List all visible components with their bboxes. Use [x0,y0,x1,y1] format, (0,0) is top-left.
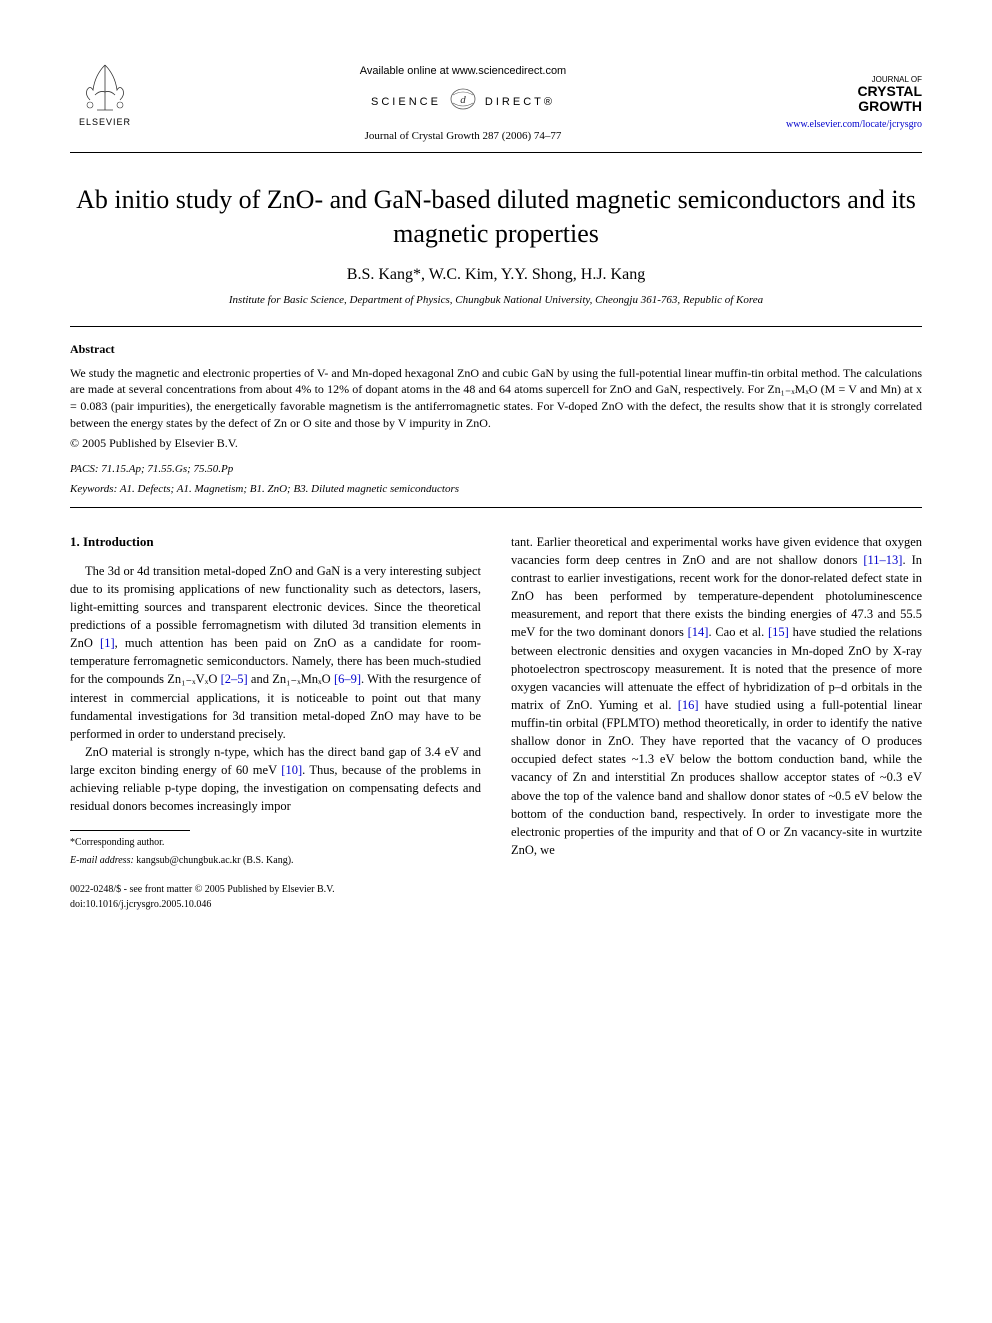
ref-link-15[interactable]: [15] [768,625,789,639]
affiliation: Institute for Basic Science, Department … [70,294,922,306]
right-column: tant. Earlier theoretical and experiment… [511,533,922,913]
header-divider [70,152,922,153]
journal-name-growth: GROWTH [786,99,922,114]
abstract-heading: Abstract [70,342,922,357]
email-line: E-mail address: kangsub@chungbuk.ac.kr (… [70,854,481,869]
email-label: E-mail address: [70,855,134,866]
sd-right: DIRECT® [485,96,555,108]
svg-text:d: d [460,94,466,106]
ref-link-10[interactable]: [10] [281,763,302,777]
abstract-section: Abstract We study the magnetic and elect… [70,342,922,451]
ref-link-2-5[interactable]: [2–5] [221,672,248,686]
elsevier-label: ELSEVIER [79,117,131,127]
footnote-separator [70,830,190,831]
ref-link-16[interactable]: [16] [678,698,699,712]
authors-line: B.S. Kang*, W.C. Kim, Y.Y. Shong, H.J. K… [70,266,922,284]
sd-swirl-icon: d [449,85,477,118]
left-column: 1. Introduction The 3d or 4d transition … [70,533,481,913]
email-address: kangsub@chungbuk.ac.kr (B.S. Kang). [136,855,293,866]
ref-link-1[interactable]: [1] [100,636,115,650]
issn-line: 0022-0248/$ - see front matter © 2005 Pu… [70,883,481,898]
available-online-text: Available online at www.sciencedirect.co… [140,65,786,77]
c2e: have studied using a full-potential line… [511,698,922,857]
journal-name-crystal: CRYSTAL [786,84,922,99]
body-columns: 1. Introduction The 3d or 4d transition … [70,533,922,913]
ref-link-11-13[interactable]: [11–13] [863,553,902,567]
journal-logo-block: JOURNAL OF CRYSTAL GROWTH www.elsevier.c… [786,60,922,130]
intro-paragraph-2-continued: tant. Earlier theoretical and experiment… [511,533,922,859]
pacs-line: PACS: 71.15.Ap; 71.55.Gs; 75.50.Pp [70,463,922,475]
keywords-values: A1. Defects; A1. Magnetism; B1. ZnO; B3.… [120,483,459,495]
title-divider [70,326,922,327]
abstract-divider [70,507,922,508]
doi-section: 0022-0248/$ - see front matter © 2005 Pu… [70,883,481,912]
science-direct-logo: SCIENCE d DIRECT® [140,85,786,118]
c2a: tant. Earlier theoretical and experiment… [511,535,922,567]
copyright-line: © 2005 Published by Elsevier B.V. [70,436,922,451]
p1c: and Zn₁₋ₓMnₓO [248,672,334,686]
page-header: ELSEVIER Available online at www.science… [70,60,922,142]
sd-left: SCIENCE [371,96,441,108]
intro-paragraph-2: ZnO material is strongly n-type, which h… [70,743,481,816]
keywords-label: Keywords: [70,483,117,495]
corresponding-author: *Corresponding author. [70,836,481,851]
intro-paragraph-1: The 3d or 4d transition metal-doped ZnO … [70,562,481,743]
ref-link-6-9[interactable]: [6–9] [334,672,361,686]
header-center: Available online at www.sciencedirect.co… [140,60,786,142]
journal-url-link[interactable]: www.elsevier.com/locate/jcrysgro [786,119,922,130]
pacs-values: 71.15.Ap; 71.55.Gs; 75.50.Pp [101,463,233,475]
pacs-label: PACS: [70,463,99,475]
elsevier-logo: ELSEVIER [70,60,140,140]
elsevier-tree-icon [75,60,135,115]
keywords-line: Keywords: A1. Defects; A1. Magnetism; B1… [70,483,922,495]
ref-link-14[interactable]: [14] [688,625,709,639]
doi-line: doi:10.1016/j.jcrysgro.2005.10.046 [70,898,481,913]
journal-reference: Journal of Crystal Growth 287 (2006) 74–… [140,130,786,142]
section-1-heading: 1. Introduction [70,533,481,552]
c2c: . Cao et al. [708,625,768,639]
paper-title: Ab initio study of ZnO- and GaN-based di… [70,183,922,251]
title-section: Ab initio study of ZnO- and GaN-based di… [70,183,922,306]
abstract-text: We study the magnetic and electronic pro… [70,365,922,432]
